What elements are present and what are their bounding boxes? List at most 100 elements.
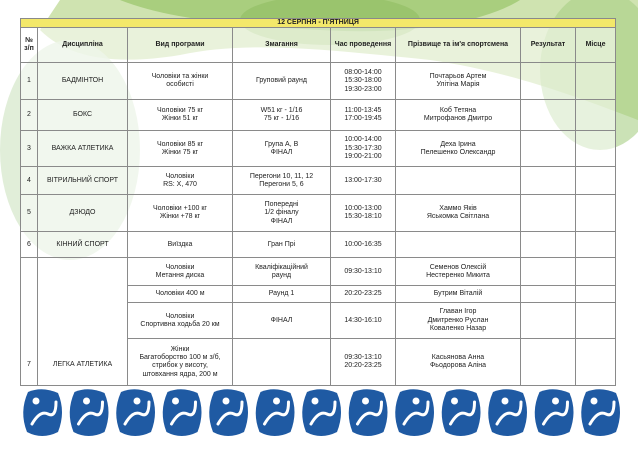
athletes: Хаммо Яків Яськомка Світлана bbox=[395, 194, 521, 233]
cell-line: 09:30-13:10 bbox=[344, 267, 382, 275]
program: Чоловіки 400 м bbox=[127, 285, 233, 304]
sport-icon-figure bbox=[170, 400, 197, 426]
sport-icon-figure bbox=[542, 400, 569, 426]
cell-line: раунд bbox=[271, 271, 292, 279]
competition: Кваліфікаційний раунд bbox=[232, 257, 331, 287]
cell-line: Дмитренко Руслан bbox=[427, 316, 489, 324]
place bbox=[574, 166, 617, 196]
athletes: Бутрим Віталій bbox=[395, 285, 521, 304]
table-row: 5 ДЗЮДО Чоловіки +100 кг Жінки +78 кг Попере… bbox=[20, 194, 617, 233]
cell-line: Яськомка Світлана bbox=[426, 213, 490, 221]
discipline: ВІТРИЛЬНИЙ СПОРТ bbox=[37, 166, 128, 196]
cell-line: 15:30-18:00 bbox=[344, 77, 382, 85]
competition: Попередні 1/2 фіналу ФІНАЛ bbox=[232, 194, 331, 233]
sport-icon-head bbox=[451, 397, 458, 405]
cell-line: Почтарьов Артем bbox=[429, 73, 487, 80]
table-row: Чоловіки Спортивна ходьба 20 км ФІНАЛ 14:30… bbox=[21, 302, 617, 340]
cell-line: ФІНАЛ bbox=[270, 217, 293, 225]
row-number: 2 bbox=[20, 99, 38, 132]
discipline: БОКС bbox=[37, 99, 128, 132]
cell-line: Коб Тетяна bbox=[439, 107, 477, 114]
result bbox=[520, 231, 576, 259]
sport-icon-head bbox=[32, 397, 40, 405]
cell-line: Жінки +78 кг bbox=[159, 213, 201, 221]
sport-icon-head bbox=[133, 397, 141, 405]
result bbox=[520, 302, 576, 340]
row-number: 3 bbox=[20, 130, 38, 168]
cell-line: Жінки 75 кг bbox=[161, 148, 199, 156]
cell-line: 13:00-17:30 bbox=[344, 176, 382, 184]
cell-line: 1/2 фіналу bbox=[264, 209, 299, 217]
sport-icon-figure bbox=[30, 400, 58, 426]
cell-line: ФІНАЛ bbox=[270, 148, 293, 156]
cell-line: 15:30-18:10 bbox=[344, 213, 382, 221]
sport-icon-head bbox=[552, 397, 559, 405]
cell-line: Гран Прі bbox=[267, 240, 296, 248]
cell-line: 19:00-21:00 bbox=[344, 153, 382, 161]
day-row: 12 СЕРПНЯ - П'ЯТНИЦЯ bbox=[19, 17, 617, 29]
cell-line: Чоловіки та жінки bbox=[151, 73, 209, 80]
result bbox=[520, 99, 576, 132]
cell-line: Перегони 10, 11, 12 bbox=[249, 172, 314, 180]
cell-line: Фьодорова Аліна bbox=[429, 362, 487, 370]
program: Чоловіки 75 кг Жінки 51 кг bbox=[127, 99, 233, 132]
day-title: 12 СЕРПНЯ - П'ЯТНИЦЯ bbox=[19, 17, 617, 29]
row-number: 5 bbox=[20, 194, 38, 233]
cell-line: 09:30-13:10 bbox=[344, 354, 382, 361]
sport-icon-head bbox=[412, 397, 420, 405]
cell-line: Деха Ірина bbox=[440, 140, 476, 148]
row-number: 4 bbox=[20, 166, 38, 196]
table-row: 7 ЛЕГКА АТЛЕТИКА Чоловіки Метання диска Квал… bbox=[20, 257, 617, 387]
result bbox=[520, 257, 576, 287]
cell-line: Чоловіки bbox=[165, 312, 195, 320]
program: Виїздка bbox=[127, 231, 233, 259]
cell-line: Чоловіки 75 кг bbox=[157, 107, 203, 114]
result bbox=[520, 285, 576, 304]
sport-icon-figure bbox=[263, 400, 290, 426]
time: 10:00-16:35 bbox=[330, 231, 396, 259]
place bbox=[574, 231, 617, 259]
cell-line: Метання диска bbox=[155, 271, 205, 279]
table-row: 6 КІННИЙ СПОРТ Виїздка Гран Прі 10:00-16:35 bbox=[20, 231, 617, 259]
cell-line: Група А, В bbox=[264, 140, 299, 148]
sport-icon-head bbox=[172, 397, 179, 405]
cell-line: 17:00-19:45 bbox=[344, 115, 382, 123]
header-row: № з/п Дисципліна Вид програми Змагання Час п… bbox=[20, 27, 617, 64]
athletes bbox=[395, 231, 521, 259]
cell-line: 10:00-13:00 bbox=[344, 205, 382, 212]
competition: W51 кг - 1/16 75 кг - 1/16 bbox=[232, 99, 331, 132]
sport-icon-head bbox=[273, 397, 280, 405]
cell-line: штовхання ядра, 200 м bbox=[142, 370, 218, 378]
program: Чоловіки та жінки особисті bbox=[127, 62, 233, 101]
discipline: ВАЖКА АТЛЕТИКА bbox=[37, 130, 128, 168]
cell-line: Перегони 5, 6 bbox=[259, 180, 304, 188]
competition: ФІНАЛ bbox=[232, 302, 331, 340]
cell-line: Касьянова Анна bbox=[431, 354, 485, 361]
program: Чоловіки +100 кг Жінки +78 кг bbox=[127, 194, 233, 233]
place bbox=[574, 338, 617, 387]
competition: Перегони 10, 11, 12 Перегони 5, 6 bbox=[232, 166, 331, 196]
time: 14:30-16:10 bbox=[330, 302, 396, 340]
time: 09:30-13:10 bbox=[330, 257, 396, 287]
cell-line: W51 кг - 1/16 bbox=[260, 107, 303, 114]
result bbox=[520, 130, 576, 168]
time: 10:00-14:00 15:30-17:30 19:00-21:00 bbox=[330, 130, 396, 168]
cell-line: Главан Ігор bbox=[439, 308, 477, 316]
column-header: Прізвище та ім'я спортсмена bbox=[395, 27, 521, 64]
cell-line: Нестеренко Микита bbox=[426, 271, 490, 279]
cell-line: 14:30-16:10 bbox=[344, 316, 382, 324]
cell-line: Кваліфікаційний bbox=[255, 263, 308, 271]
program: Чоловіки Метання диска bbox=[127, 257, 233, 287]
cell-line: Семенов Олексій bbox=[429, 263, 487, 271]
place bbox=[574, 130, 617, 168]
time: 11:00-13:45 17:00-19:45 bbox=[330, 99, 396, 132]
table-row: 4 ВІТРИЛЬНИЙ СПОРТ Чоловіки RS: X, 470 Перег… bbox=[20, 166, 617, 196]
cell-line: 20:20-23:25 bbox=[344, 290, 382, 298]
competition bbox=[232, 338, 331, 387]
program: Чоловіки Спортивна ходьба 20 км bbox=[127, 302, 233, 340]
time: 13:00-17:30 bbox=[330, 166, 396, 196]
athletes: Семенов Олексій Нестеренко Микита bbox=[395, 257, 521, 287]
row-number: 6 bbox=[20, 231, 38, 259]
sport-icon-figure bbox=[216, 400, 244, 426]
discipline: ДЗЮДО bbox=[37, 194, 128, 233]
